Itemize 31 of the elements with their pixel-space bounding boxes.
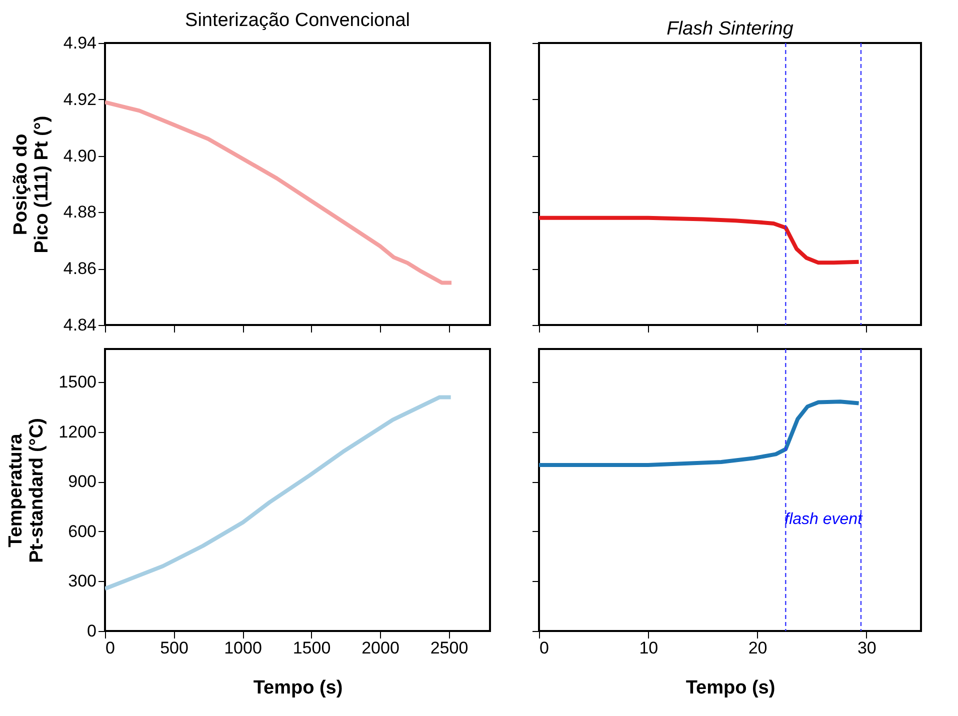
y-tick-label: 4.88: [63, 202, 96, 222]
y-tick-label: 4.90: [63, 146, 96, 166]
x-tick-label: 1500: [292, 638, 331, 658]
x-tick-label: 2000: [362, 638, 400, 658]
x-tick-label: 30: [857, 638, 876, 658]
chart-title: Sinterização Convencional: [185, 10, 410, 31]
chart-title: Flash Sintering: [666, 18, 794, 40]
y-tick-label: 4.86: [63, 259, 96, 278]
y-tick-label: 4.84: [63, 316, 96, 334]
x-tick-label: 0: [540, 638, 549, 658]
y-tick-label: 600: [68, 522, 96, 541]
x-axis-title: Tempo (s): [253, 678, 343, 698]
annotation: flash event: [784, 511, 863, 528]
text: Pico (111) Pt (°): [31, 116, 52, 254]
x-axis-title: Tempo (s): [686, 678, 776, 698]
y-tick-label: 900: [68, 472, 96, 492]
x-tick-label: 20: [748, 638, 768, 658]
text: Temperatura: [6, 434, 27, 548]
text: Pt-standard (°C): [26, 418, 48, 563]
x-tick-label: 10: [639, 638, 658, 658]
x-tick-label: 1000: [224, 638, 262, 658]
y-tick-label: 1200: [58, 422, 96, 442]
x-tick-label: 500: [160, 638, 188, 658]
text: Posição do: [10, 134, 32, 236]
y-tick-label: 300: [68, 572, 96, 591]
x-tick-label: 0: [106, 638, 115, 658]
y-tick-label: 1500: [58, 372, 96, 392]
x-tick-label: 2500: [430, 638, 468, 658]
y-tick-label: 4.92: [63, 90, 96, 109]
y-tick-label: 4.94: [63, 34, 96, 52]
y-tick-label: 0: [87, 622, 96, 640]
